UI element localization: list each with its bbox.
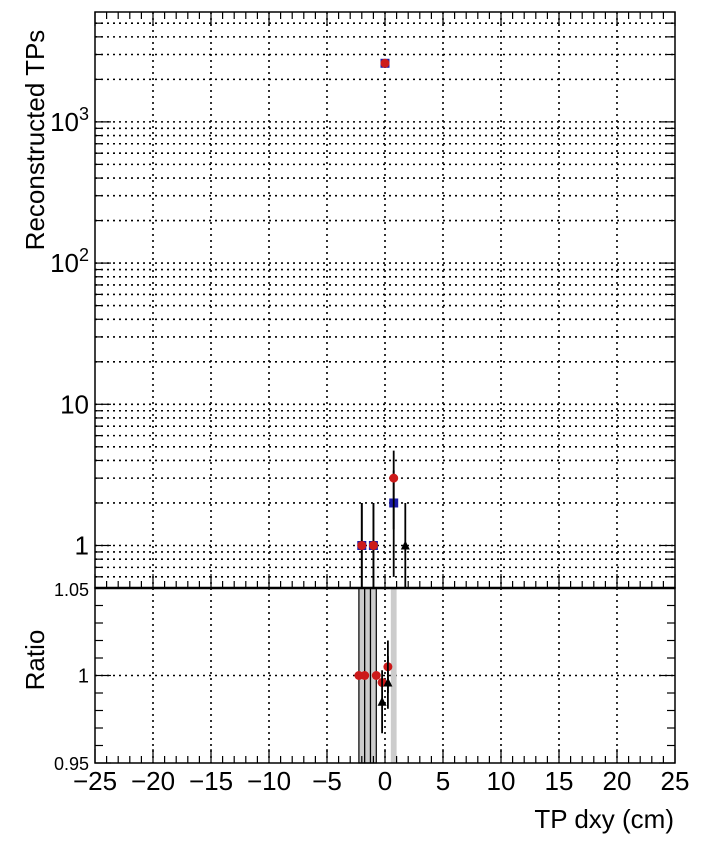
- bottom-panel-grid: [95, 588, 675, 763]
- y-tick-label: 1.05: [54, 580, 89, 600]
- axis-ticks: [94, 12, 676, 764]
- panel-frames: [94, 11, 676, 764]
- data-point-circle: [389, 473, 399, 483]
- data-point-circle: [360, 671, 370, 680]
- top-y-axis-title: Reconstructed TPs: [20, 30, 50, 251]
- tick-labels: 1 10 102 103 0.95 1 1.05 −25 −20 −15 −10 −5 0 5 10 15 20…: [50, 104, 689, 796]
- y-tick-label: 1: [78, 666, 89, 688]
- y-tick-label: 10: [60, 389, 89, 419]
- y-tick-label: 1: [75, 530, 89, 560]
- x-axis-title: TP dxy (cm): [534, 804, 674, 834]
- x-tick-label: 10: [487, 766, 516, 796]
- y-tick-label: 0.95: [54, 754, 89, 774]
- y-tick-label: 103: [50, 104, 89, 137]
- x-tick-label: 15: [545, 766, 574, 796]
- x-tick-label: 5: [436, 766, 450, 796]
- x-tick-label: 0: [378, 766, 392, 796]
- data-point-triangle: [383, 677, 393, 687]
- data-point-triangle: [400, 540, 410, 550]
- x-tick-label: −10: [247, 766, 291, 796]
- x-tick-label: −15: [189, 766, 233, 796]
- x-tick-label: −5: [312, 766, 342, 796]
- data-point-circle: [380, 58, 390, 68]
- data-point-circle: [368, 540, 378, 550]
- data-point-circle: [357, 540, 367, 550]
- data-point-circle: [371, 671, 381, 680]
- top-panel-grid: [95, 12, 675, 588]
- uncertainty-band: [390, 588, 397, 763]
- x-tick-label: −20: [131, 766, 175, 796]
- x-tick-label: 20: [603, 766, 632, 796]
- y-tick-label: 102: [50, 245, 89, 278]
- data-point-triangle: [377, 696, 387, 706]
- data-marks: [354, 58, 410, 734]
- x-tick-label: −25: [73, 766, 117, 796]
- bottom-y-axis-title: Ratio: [20, 630, 50, 691]
- x-tick-label: 25: [661, 766, 690, 796]
